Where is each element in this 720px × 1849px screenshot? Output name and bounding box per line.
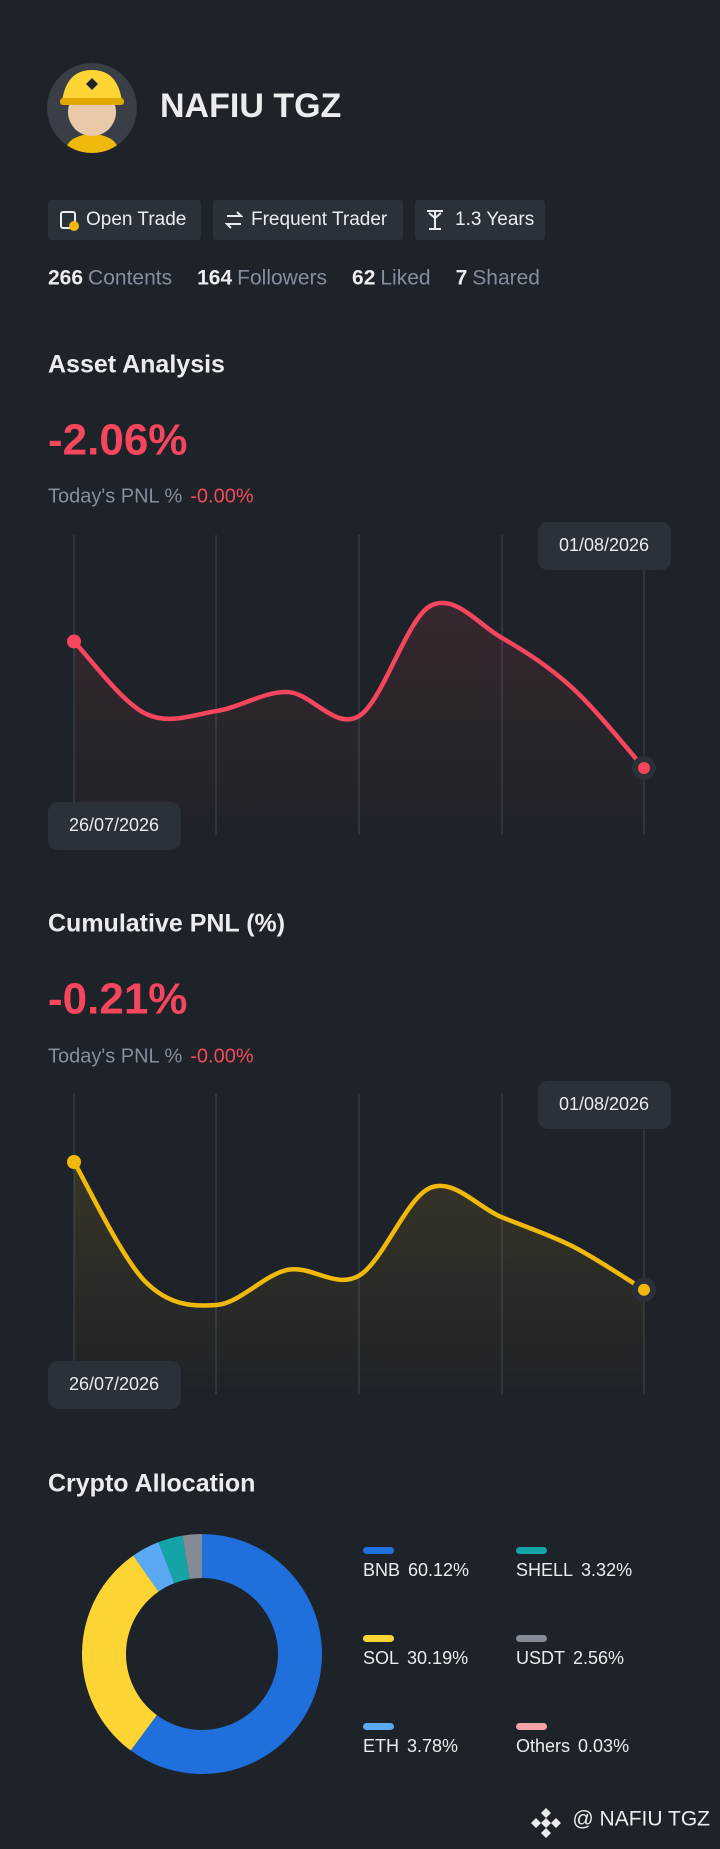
- pnl-value: -0.00%: [190, 485, 254, 507]
- date-label: 26/07/2026: [69, 1374, 159, 1394]
- footer-handle: @ NAFIU TGZ: [572, 1808, 710, 1831]
- section-title: Asset Analysis: [48, 351, 225, 379]
- badge[interactable]: 1.3 Years: [415, 200, 545, 240]
- legend-name: Others: [516, 1736, 570, 1756]
- legend-swatch: [363, 1547, 394, 1554]
- pnl-label: Today's PNL %: [48, 1045, 182, 1067]
- stat-label: Contents: [88, 267, 172, 290]
- profile-name: NAFIU TGZ: [160, 87, 341, 125]
- end-dot: [638, 1284, 650, 1296]
- badge[interactable]: Open Trade: [48, 200, 201, 240]
- badge-label: Open Trade: [86, 209, 186, 230]
- section-title: Cumulative PNL (%): [48, 910, 285, 938]
- pnl-value: -0.00%: [190, 1045, 254, 1067]
- date-label: 01/08/2026: [559, 535, 649, 555]
- stat-value: 62: [352, 267, 375, 290]
- legend-name: SOL: [363, 1648, 399, 1668]
- stat-value: 266: [48, 267, 83, 290]
- legend-name: USDT: [516, 1648, 565, 1668]
- legend-swatch: [363, 1635, 394, 1642]
- legend-value: 30.19%: [407, 1648, 468, 1668]
- stat-label: Followers: [237, 267, 327, 290]
- legend-value: 3.32%: [581, 1560, 632, 1580]
- stat-label: Shared: [472, 267, 540, 290]
- legend-value: 60.12%: [408, 1560, 469, 1580]
- legend-swatch: [363, 1723, 394, 1730]
- legend-value: 0.03%: [578, 1736, 629, 1756]
- stat-value: 7: [456, 267, 468, 290]
- end-dot: [638, 762, 650, 774]
- legend-value: 2.56%: [573, 1648, 624, 1668]
- stat-label: Liked: [380, 267, 430, 290]
- legend-swatch: [516, 1547, 547, 1554]
- stat-value: 164: [197, 267, 232, 290]
- legend-swatch: [516, 1635, 547, 1642]
- big-value: -2.06%: [48, 416, 187, 465]
- legend-swatch: [516, 1723, 547, 1730]
- start-dot: [67, 1155, 81, 1169]
- date-label: 01/08/2026: [559, 1094, 649, 1114]
- legend-name: BNB: [363, 1560, 400, 1580]
- legend-name: SHELL: [516, 1560, 573, 1580]
- badge[interactable]: Frequent Trader: [213, 200, 403, 240]
- pnl-label: Today's PNL %: [48, 485, 182, 507]
- date-label: 26/07/2026: [69, 815, 159, 835]
- legend-value: 3.78%: [407, 1736, 458, 1756]
- legend-name: ETH: [363, 1736, 399, 1756]
- badge-label: Frequent Trader: [251, 209, 388, 230]
- section-title: Crypto Allocation: [48, 1470, 255, 1498]
- badge-label: 1.3 Years: [455, 209, 534, 230]
- big-value: -0.21%: [48, 975, 187, 1024]
- start-dot: [67, 634, 81, 648]
